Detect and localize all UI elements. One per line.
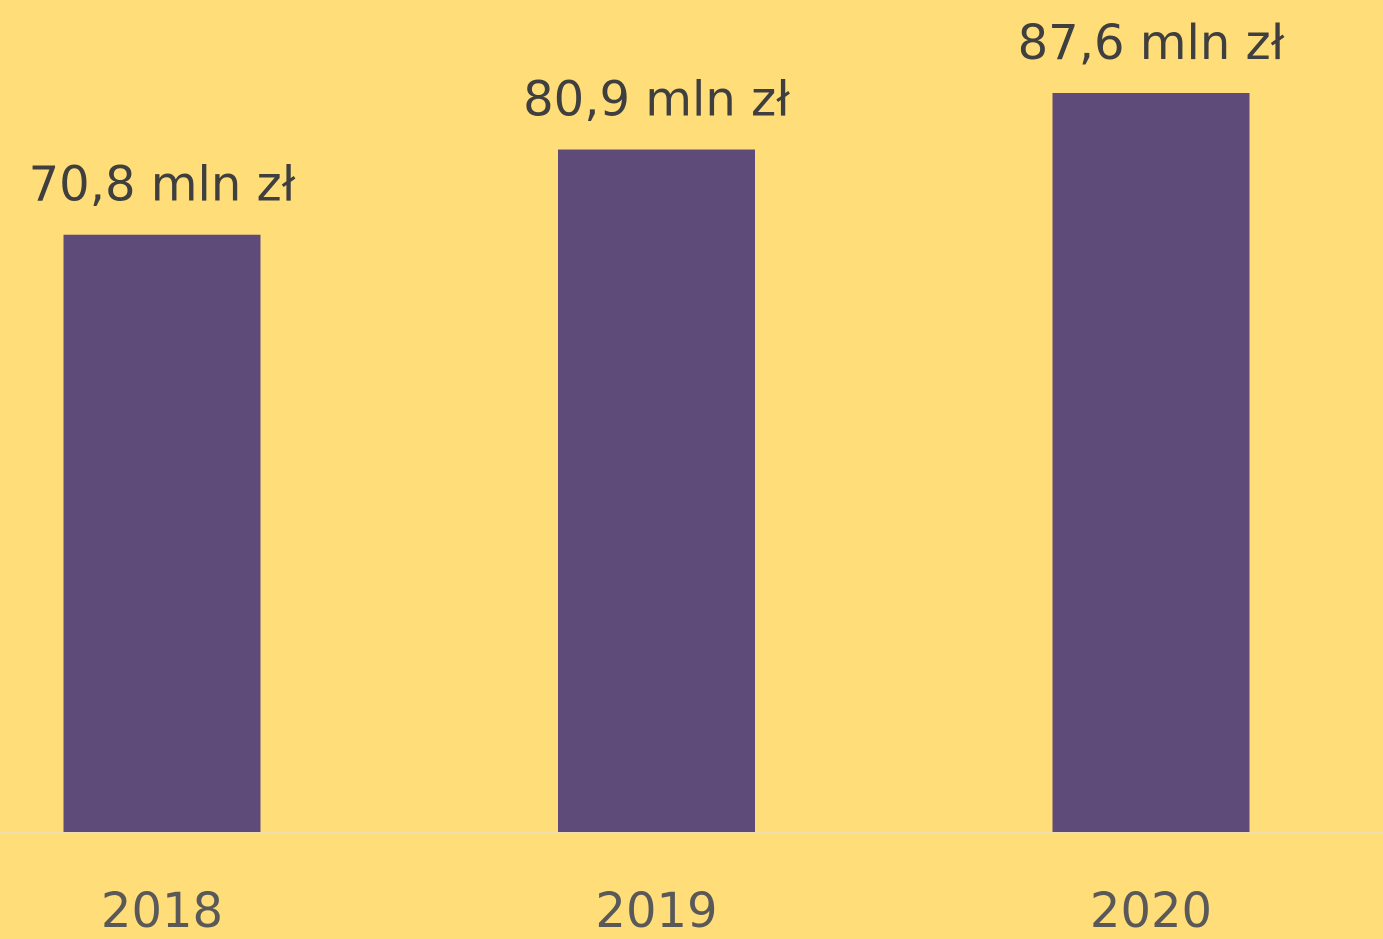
x-tick-label: 2019 [595, 883, 717, 939]
bar [63, 234, 261, 833]
bar [558, 149, 755, 833]
x-tick-label: 2020 [1090, 883, 1212, 939]
x-tick-label: 2018 [101, 883, 223, 939]
data-label: 80,9 mln zł [523, 72, 790, 128]
bar [1052, 93, 1250, 832]
data-label: 70,8 mln zł [29, 157, 296, 213]
data-label: 87,6 mln zł [1018, 15, 1285, 71]
